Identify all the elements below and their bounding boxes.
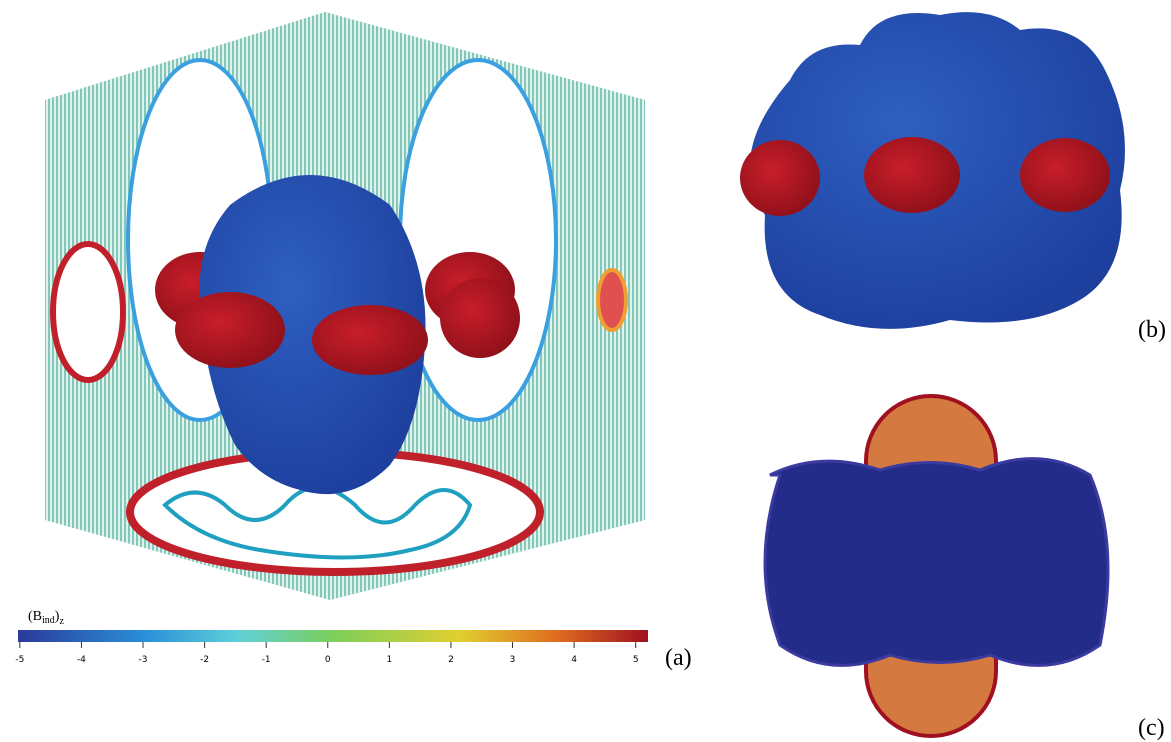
tick-label: 3 <box>510 655 516 665</box>
panel-c-image <box>765 396 1108 736</box>
panel-label: (b) <box>1138 317 1166 343</box>
colorbar-label: (Bind)z <box>28 609 64 627</box>
tick-label: 2 <box>448 655 454 665</box>
panel-a-image <box>45 12 645 600</box>
tick-label: -1 <box>262 655 271 665</box>
label-part: z <box>59 616 64 627</box>
panel-b-image <box>740 12 1125 329</box>
panel-label: (c) <box>1138 715 1165 741</box>
figure: (Bind)z (a) (b) (c) -5 -4 -3 -2 -1 0 1 2 3 4 5 <box>0 0 1171 742</box>
tick-label: -4 <box>77 655 86 665</box>
tick-label: -5 <box>15 655 24 665</box>
colorbar-scale <box>18 630 648 642</box>
panel-label: (a) <box>665 645 692 671</box>
label-part: ind <box>42 615 55 626</box>
tick-label: -2 <box>200 655 209 665</box>
tick-label: 4 <box>571 655 577 665</box>
tick-label: -3 <box>139 655 148 665</box>
label-part: (B <box>28 609 42 624</box>
colorbar: (Bind)z <box>18 609 648 642</box>
tick-label: 1 <box>386 655 392 665</box>
tick-label: 5 <box>633 655 639 665</box>
tick-label: 0 <box>325 655 331 665</box>
